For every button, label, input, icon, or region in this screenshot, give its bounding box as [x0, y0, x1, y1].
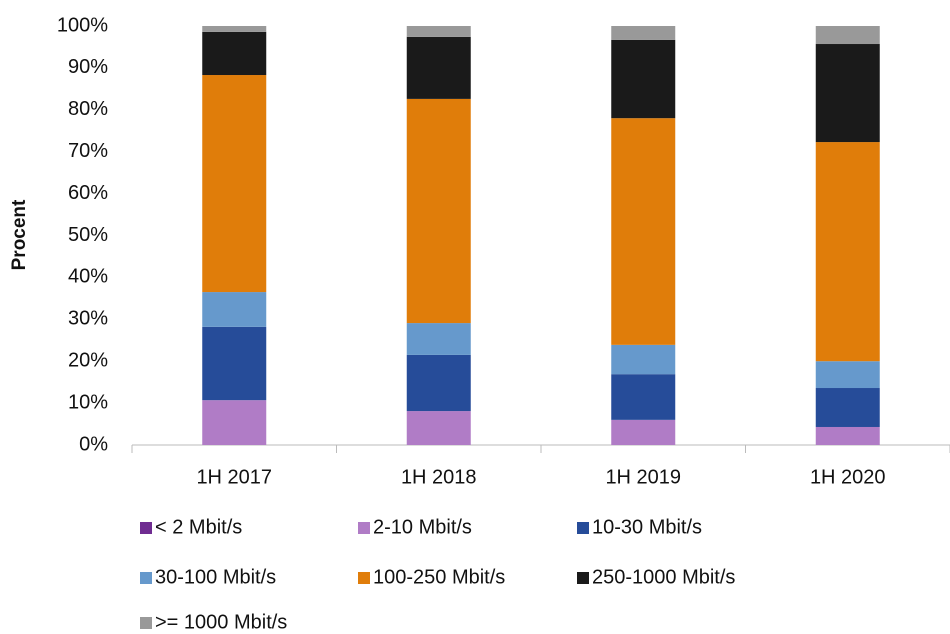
- y-tick-label: 50%: [68, 224, 108, 246]
- x-tick-label: 1H 2017: [196, 466, 272, 488]
- bar-segment: [406, 323, 471, 355]
- legend-swatch: [577, 522, 589, 534]
- y-tick-label: 60%: [68, 182, 108, 204]
- legend-swatch: [577, 572, 589, 584]
- bar-segment: [611, 26, 676, 40]
- bar-segment: [406, 36, 471, 99]
- bar-segment: [202, 400, 267, 445]
- legend-label: 100-250 Mbit/s: [373, 566, 505, 588]
- legend-swatch: [358, 522, 370, 534]
- legend-label: >= 1000 Mbit/s: [155, 611, 287, 633]
- bar-segment: [202, 75, 267, 293]
- bar-segment: [815, 426, 880, 445]
- bar-segment: [202, 31, 267, 76]
- bar-segment: [202, 26, 267, 32]
- y-tick-label: 100%: [57, 14, 108, 36]
- y-tick-label: 80%: [68, 98, 108, 120]
- y-tick-label: 10%: [68, 391, 108, 413]
- bar-segment: [406, 411, 471, 445]
- x-tick-label: 1H 2018: [401, 466, 477, 488]
- bar-segment: [202, 326, 267, 401]
- y-tick-label: 20%: [68, 349, 108, 371]
- bar-segment: [406, 354, 471, 412]
- y-tick-label: 90%: [68, 56, 108, 78]
- bar-segment: [611, 118, 676, 345]
- bar-segment: [611, 419, 676, 445]
- y-axis-label: Procent: [9, 199, 30, 270]
- legend-label: 30-100 Mbit/s: [155, 566, 276, 588]
- bar-segment: [202, 292, 267, 327]
- legend-swatch: [358, 572, 370, 584]
- x-tick-label: 1H 2019: [605, 466, 681, 488]
- y-tick-label: 30%: [68, 308, 108, 330]
- bar-segment: [815, 388, 880, 427]
- legend-swatch: [140, 572, 152, 584]
- bar-segment: [406, 26, 471, 37]
- legend-label: < 2 Mbit/s: [155, 516, 242, 538]
- bar-segment: [815, 142, 880, 362]
- bar-segment: [611, 39, 676, 119]
- y-tick-label: 0%: [79, 433, 108, 455]
- bar-segment: [406, 98, 471, 324]
- legend-label: 250-1000 Mbit/s: [592, 566, 735, 588]
- bar-segment: [815, 26, 880, 45]
- bar-segment: [815, 44, 880, 143]
- y-tick-label: 40%: [68, 266, 108, 288]
- bar-segment: [611, 374, 676, 420]
- y-tick-label: 70%: [68, 140, 108, 162]
- bar-segment: [611, 344, 676, 375]
- legend-swatch: [140, 522, 152, 534]
- legend-label: 2-10 Mbit/s: [373, 516, 472, 538]
- x-tick-label: 1H 2020: [810, 466, 886, 488]
- legend-swatch: [140, 617, 152, 629]
- bar-segment: [815, 361, 880, 389]
- legend-label: 10-30 Mbit/s: [592, 516, 702, 538]
